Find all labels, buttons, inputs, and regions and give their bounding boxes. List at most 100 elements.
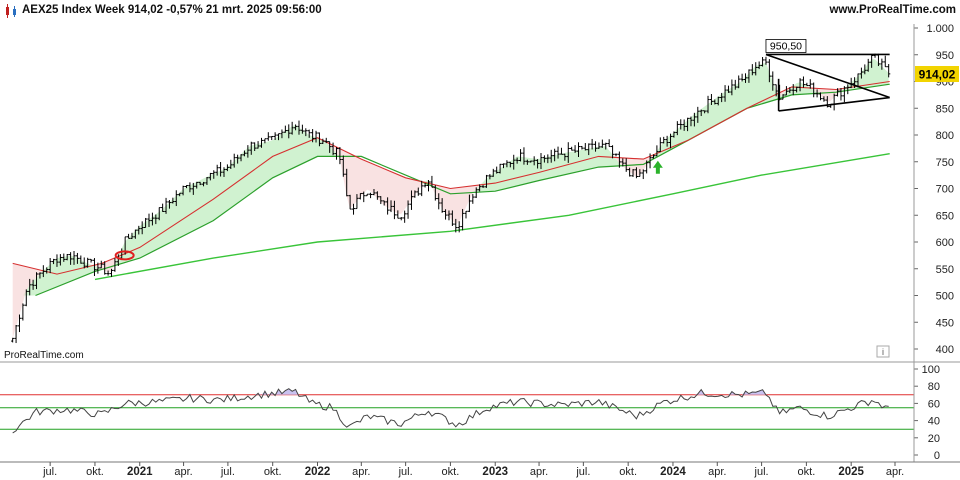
candle (113, 258, 117, 272)
candle (723, 85, 727, 102)
chart-title: AEX25 Index Week 914,02 -0,57% 21 mrt. 2… (22, 4, 322, 16)
candle (379, 196, 383, 205)
candle (498, 163, 502, 174)
candle (150, 212, 155, 226)
candle (212, 170, 216, 179)
candle (45, 267, 49, 274)
candle (31, 279, 35, 290)
candle (628, 167, 632, 177)
candle (672, 131, 676, 138)
candle (215, 164, 219, 176)
signal-circle-icon (114, 250, 135, 261)
candle (143, 217, 148, 229)
candle (55, 254, 59, 267)
candle (358, 192, 362, 200)
candle (863, 64, 867, 75)
candle (270, 135, 274, 141)
candle (689, 116, 693, 127)
candle (464, 210, 468, 219)
candle (590, 138, 594, 150)
candle (815, 89, 819, 98)
rsi-line (12, 388, 889, 434)
candle (109, 268, 114, 277)
candle (331, 142, 335, 156)
candle (665, 135, 669, 147)
y-tick-label: 650 (936, 210, 954, 222)
candle (34, 272, 39, 290)
candle (529, 160, 533, 163)
candle (184, 185, 189, 189)
ma-fill-layer (12, 59, 889, 339)
candle (287, 124, 291, 139)
candle (14, 324, 18, 344)
candle (99, 260, 103, 269)
candle (713, 99, 717, 105)
candle (256, 141, 260, 149)
candle (474, 187, 478, 199)
x-tick-label: 2023 (482, 466, 508, 478)
candle (351, 203, 356, 215)
candle (423, 182, 427, 188)
candle (593, 141, 598, 152)
candle (546, 154, 550, 164)
candle (167, 200, 172, 209)
candle (389, 200, 393, 213)
triangle-rising-line (778, 96, 890, 112)
candle (771, 71, 775, 91)
candle (11, 337, 15, 343)
candle (225, 164, 230, 172)
candle (409, 190, 414, 210)
x-tick-label: apr. (886, 466, 904, 478)
rsi-panel: 100 80 60 40 20 0 (0, 362, 940, 462)
rsi-tick-label: 0 (934, 450, 940, 462)
candle (314, 130, 318, 143)
candle (709, 94, 714, 105)
candle (447, 210, 451, 221)
signal-markers (114, 160, 663, 261)
candle (17, 314, 22, 333)
candle (48, 258, 52, 274)
y-tick-label: 400 (936, 344, 954, 356)
x-tick-label: apr. (352, 466, 370, 478)
candlesticks (11, 53, 891, 344)
candle (133, 229, 137, 239)
candle (604, 142, 608, 150)
candle (730, 79, 734, 96)
candle (450, 210, 454, 226)
candle (263, 138, 267, 144)
triangle-pattern: 950,50 (765, 39, 890, 112)
candle (641, 169, 645, 180)
site-link[interactable]: www.ProRealTime.com (829, 4, 956, 16)
x-tick-label: okt. (86, 466, 104, 478)
candle (276, 133, 281, 141)
candle (416, 187, 420, 196)
candle (246, 145, 250, 158)
candle (495, 166, 499, 174)
candle (781, 94, 785, 100)
candle (658, 137, 662, 153)
y-tick-label: 1.000 (926, 23, 954, 35)
candle (535, 159, 540, 169)
candle (154, 214, 158, 225)
candle (549, 149, 553, 163)
candle (198, 181, 202, 186)
high-label-box (765, 39, 807, 53)
candle (839, 87, 843, 101)
candle (488, 174, 492, 180)
candle (525, 159, 529, 165)
candle (703, 110, 707, 114)
candle (195, 181, 199, 189)
x-tick-label: okt. (442, 466, 460, 478)
candle (86, 257, 90, 268)
info-button[interactable]: i (876, 345, 890, 358)
candle (621, 158, 625, 167)
candle (236, 154, 240, 164)
fast-ma-line (35, 83, 890, 297)
candle (375, 191, 379, 200)
candle (508, 161, 512, 168)
x-tick-label: apr. (530, 466, 548, 478)
candle (679, 119, 683, 130)
high-label: 950,50 (770, 40, 802, 52)
candle (157, 207, 161, 221)
